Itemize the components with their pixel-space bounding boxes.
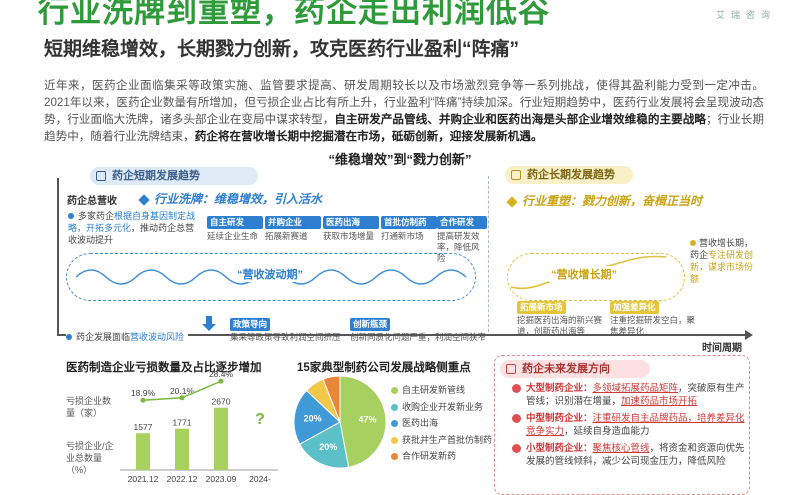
line-point <box>218 378 224 384</box>
loss-chart-title: 医药制造企业亏损数量及占比逐步增加 <box>66 362 262 374</box>
pie-label: 47% <box>358 414 376 424</box>
bar <box>214 407 228 470</box>
x-tick-label: 2024- <box>249 474 271 484</box>
long-term-slogan: 行业重塑：戮力创新，奋楫正当时 <box>506 192 702 209</box>
strategy-tag: 合作研发 提高研发效率，降低风险 <box>437 216 487 264</box>
y-axis <box>57 178 59 335</box>
unknown-mark: ? <box>255 411 265 428</box>
bullet-icon <box>690 240 696 246</box>
x-tick-label: 2023.09 <box>206 474 237 484</box>
pie-chart-title: 15家典型制药公司发展战略侧重点 <box>297 362 471 374</box>
short-term-slogan: 行业洗牌：维稳增效，引入活水 <box>138 190 322 207</box>
future-item-small: 小型制药企业：聚焦核心管线，将资金和资源向优先发展的管线倾斜，减少公司现金压力，… <box>512 442 748 468</box>
pie-legend-item: 获批并生产首批仿制药 <box>391 432 492 449</box>
down-arrow-icon <box>202 316 216 331</box>
intro-bold-2: 药企将在营收增长期中挖掘潜在市场，砥砺创新，迎接发展新机遇。 <box>194 130 543 143</box>
pie-legend-item: 收购企业开发新业务 <box>391 399 492 416</box>
risk-note: 药企发展面临营收波动风险 <box>66 330 189 343</box>
line-label: 20.1% <box>170 386 195 396</box>
diamond-icon <box>506 196 518 208</box>
future-panel <box>494 355 750 495</box>
right-note: 营收增长期，药企专注研发创新，谋求市场份额 <box>690 238 754 284</box>
x-tick-label: 2021.12 <box>128 474 159 484</box>
intro-paragraph: 近年来，医药企业面临集采等政策实施、监管要求提高、研发周期较长以及市场激烈竞争等… <box>44 79 764 143</box>
strategy-tag: 医药出海 获取市场增量 <box>323 216 379 242</box>
loss-chart: 1577 18.9% 2021.12 1771 20.1% 2022.12 2670 28.4… <box>120 370 278 484</box>
building-icon <box>512 414 521 423</box>
pie-slice <box>339 375 387 468</box>
legend-swatch <box>391 387 398 395</box>
legend-swatch <box>391 403 398 411</box>
strategy-tag: 自主研发 延续企业生命 <box>207 216 263 242</box>
pie-chart: 47% 20% 20% <box>293 375 387 469</box>
short-term-title: 药企短期发展趋势 <box>90 167 258 185</box>
pie-slice <box>293 389 341 445</box>
risk-tag: 创新瓶颈 创新同质化问题严重，利润空间狭窄 <box>350 318 487 342</box>
pie-legend: 自主研发新管线 收购企业开发新业务 医药出海 获批并生产首批仿制药 合作研发新药 <box>391 382 492 465</box>
pie-legend-item: 医药出海 <box>391 415 492 432</box>
growth-tag: 拓展新市场 挖掘医药出海的新兴赛道，创新药出海等 <box>517 301 603 336</box>
left-note: 多家药企根据自身基因制定战略，开拓多元化，推动药企总营收波动提升 <box>68 211 196 245</box>
intro-bold-1: 自主研发产品管线、并购企业和医药出海是头部企业增效维稳的主要战略 <box>334 113 706 126</box>
x-axis <box>57 330 753 340</box>
bar-label: 2670 <box>212 397 231 407</box>
line-point <box>140 397 146 403</box>
growth-tag: 加强差异化 注重挖掘研发空白，聚焦差异化 <box>610 301 696 336</box>
bullet-icon <box>66 334 72 340</box>
page-title: 行业洗牌到重塑，药企走出利润低谷 <box>38 0 550 29</box>
building-icon <box>512 384 521 393</box>
loss-chart-legend-line: 亏损企业/企 业总数量 （%） <box>66 441 114 475</box>
legend-swatch <box>391 453 398 461</box>
legend-swatch <box>391 420 398 428</box>
line-label: 28.4% <box>209 370 234 379</box>
brand-logo: 艾瑞咨询 <box>715 10 776 20</box>
fluctuation-zone <box>66 253 476 301</box>
page-subtitle: 短期维稳增效，长期戮力创新，攻克医药行业盈利“阵痛” <box>44 39 520 60</box>
loss-chart-legend-bar: 亏损企业数 量（家） <box>66 396 112 418</box>
pie-slice <box>299 421 350 469</box>
bar-label: 1771 <box>173 418 192 428</box>
pie-label: 20% <box>319 442 337 452</box>
long-term-title: 药企长期发展趋势 <box>505 166 633 184</box>
x-axis-label: 时间周期 <box>702 343 742 354</box>
strategy-tag: 并购企业 拓展新赛道 <box>265 216 321 242</box>
diagram-heading: “维稳增效”到“戮力创新” <box>328 152 472 167</box>
risk-tag: 政策导向 集采等政策导致利润空间挤压 <box>230 318 341 342</box>
future-item-large: 大型制药企业：多领域拓展药品矩阵，突破原有生产管线；识别潜在增量，加速药品市场开… <box>512 382 748 408</box>
bullet-icon <box>68 213 74 219</box>
pie-legend-item: 自主研发新管线 <box>391 382 492 399</box>
growth-label: “营收增长期” <box>549 266 619 282</box>
bar <box>136 433 150 470</box>
chart-icon <box>96 171 106 181</box>
phase-divider <box>488 176 489 332</box>
future-title: 药企未来发展方向 <box>500 360 650 378</box>
legend-swatch <box>391 436 398 444</box>
diamond-icon <box>138 194 150 206</box>
line-label: 18.9% <box>131 388 156 398</box>
flag-icon <box>506 364 516 374</box>
growth-zone <box>507 253 685 301</box>
bar <box>175 428 189 470</box>
pie-slice <box>322 375 341 423</box>
future-item-medium: 中型制药企业：注重研发自主品牌药品，培养差异化竞争实力，延续自身造血能力 <box>512 412 748 438</box>
building-icon <box>512 444 521 453</box>
bar-label: 1577 <box>134 422 153 432</box>
strategy-tag: 首批仿制药 打通新市场 <box>381 216 437 242</box>
line-point <box>179 395 185 401</box>
fluctuation-label: “营收波动期” <box>235 266 305 282</box>
chart-icon <box>511 170 521 180</box>
pie-label: 20% <box>304 414 322 424</box>
x-tick-label: 2022.12 <box>167 474 198 484</box>
pie-legend-item: 合作研发新药 <box>391 448 492 465</box>
y-axis-label: 药企总营收 <box>67 196 117 207</box>
